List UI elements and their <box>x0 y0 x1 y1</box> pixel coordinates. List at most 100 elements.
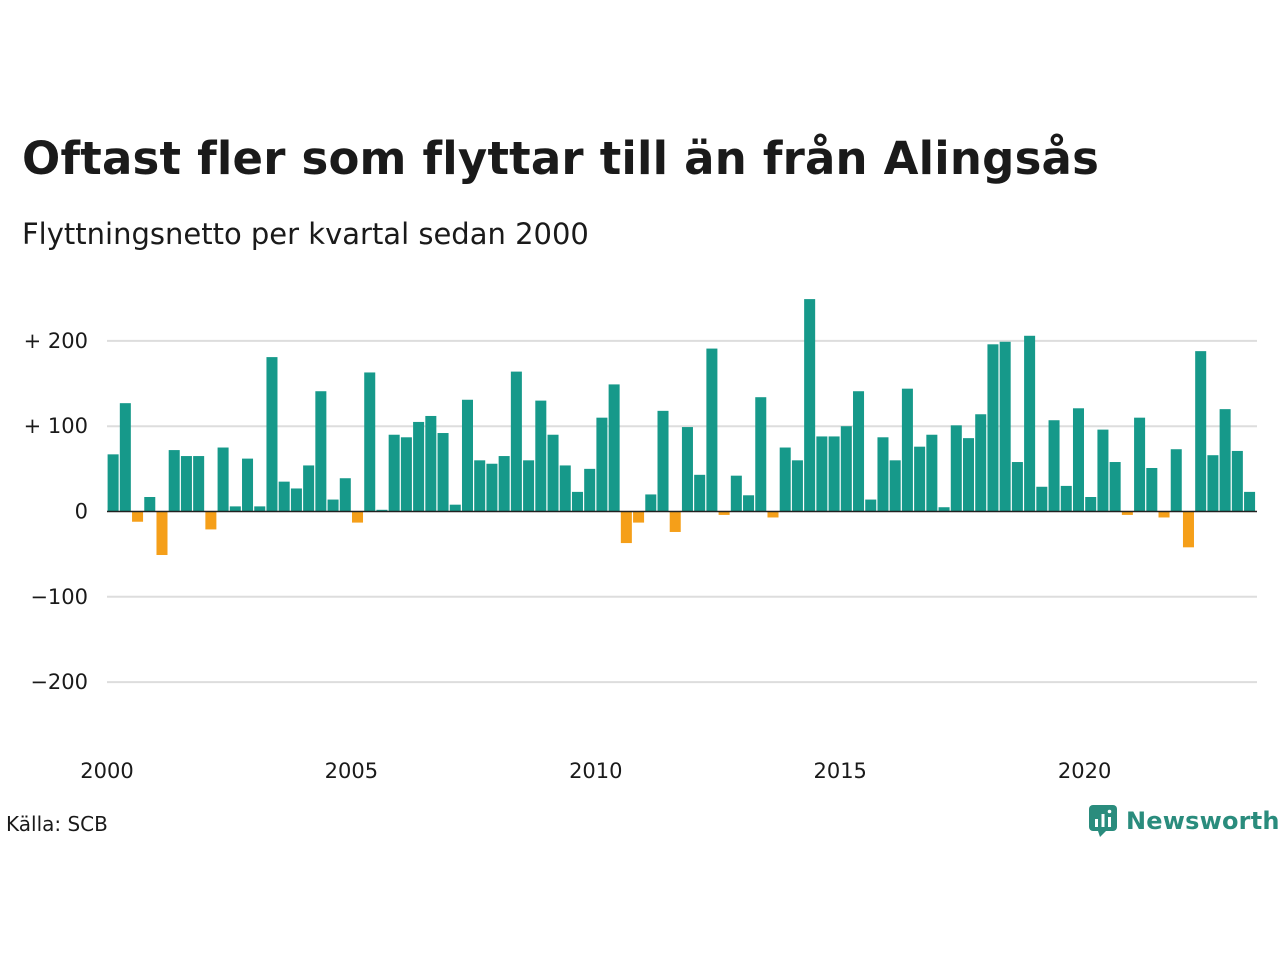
bar <box>339 478 351 512</box>
bar <box>963 438 975 512</box>
bar <box>376 509 388 512</box>
bar <box>1170 449 1182 512</box>
bar <box>364 372 376 512</box>
bar <box>510 371 522 512</box>
x-tick-label: 2015 <box>813 759 866 783</box>
bar <box>975 414 987 512</box>
bar <box>999 341 1011 512</box>
bar <box>425 415 437 512</box>
bar <box>889 460 901 512</box>
bar <box>633 511 645 523</box>
bar <box>486 463 498 512</box>
bar <box>706 348 718 512</box>
bar <box>254 506 266 512</box>
bar <box>523 460 535 512</box>
bar <box>767 511 779 518</box>
bar <box>828 436 840 512</box>
bar <box>400 437 412 512</box>
bar <box>242 458 254 512</box>
y-tick-label: −100 <box>30 585 88 609</box>
source-label: Källa: SCB <box>6 812 108 836</box>
bar <box>547 434 559 512</box>
bar <box>584 468 596 512</box>
bar <box>449 504 461 512</box>
bar <box>1195 351 1207 512</box>
bar <box>938 507 950 512</box>
y-tick-label: 0 <box>75 500 88 524</box>
bar <box>1182 511 1194 548</box>
bar <box>205 511 217 530</box>
bar <box>840 426 852 512</box>
bar <box>1011 462 1023 512</box>
brand-name: Newsworthy <box>1126 807 1280 835</box>
bar <box>388 434 400 512</box>
bar <box>877 437 889 512</box>
bar <box>645 494 657 512</box>
x-tick-label: 2020 <box>1058 759 1111 783</box>
bar <box>229 506 241 512</box>
bar <box>180 456 192 512</box>
bar <box>914 446 926 512</box>
bar <box>132 511 144 522</box>
bar <box>950 425 962 512</box>
bar <box>352 511 364 523</box>
bar <box>865 499 877 512</box>
bar <box>156 511 168 556</box>
bar <box>1134 417 1146 512</box>
bar <box>1048 420 1060 512</box>
x-tick-label: 2000 <box>80 759 133 783</box>
bar <box>217 447 229 512</box>
bar <box>926 434 938 512</box>
bar <box>1060 485 1072 512</box>
bar <box>1072 408 1084 512</box>
bar <box>437 433 449 512</box>
bar <box>608 384 620 512</box>
bar <box>303 465 315 512</box>
bar <box>657 410 669 512</box>
bar <box>559 465 571 512</box>
bar <box>1097 429 1109 512</box>
y-tick-label: + 200 <box>24 329 88 353</box>
bar <box>474 460 486 512</box>
bar <box>804 299 816 512</box>
x-tick-label: 2010 <box>569 759 622 783</box>
x-tick-label: 2005 <box>325 759 378 783</box>
bar <box>901 388 913 512</box>
bar <box>461 399 473 512</box>
bar <box>1024 335 1036 512</box>
bar <box>571 491 583 512</box>
bar <box>1146 467 1158 512</box>
bar <box>791 460 803 512</box>
y-tick-label: −200 <box>30 670 88 694</box>
bar <box>1219 409 1231 512</box>
bar <box>596 417 608 512</box>
bar <box>1121 511 1133 515</box>
bar <box>730 475 742 512</box>
bar <box>669 511 681 532</box>
bar <box>1158 511 1170 518</box>
bar <box>1109 462 1121 512</box>
bar <box>193 456 205 512</box>
newsworthy-logo-icon <box>1089 805 1117 837</box>
bar <box>1036 486 1048 512</box>
brand-logo: Newsworthy <box>1088 804 1280 838</box>
bar <box>1231 450 1243 512</box>
bar <box>119 403 131 512</box>
bar <box>278 481 290 512</box>
bar <box>327 499 339 512</box>
bar <box>1085 496 1097 512</box>
bar <box>718 511 730 515</box>
bar <box>681 427 693 512</box>
bar <box>1207 455 1219 512</box>
bar <box>107 454 119 512</box>
bar <box>315 391 327 512</box>
bar <box>755 397 767 512</box>
bar <box>413 421 425 512</box>
bar <box>853 391 865 512</box>
bar <box>987 344 999 512</box>
bar <box>290 488 302 512</box>
chart-subtitle: Flyttningsnetto per kvartal sedan 2000 <box>22 217 589 251</box>
bar <box>144 496 156 512</box>
bar <box>1244 491 1256 512</box>
